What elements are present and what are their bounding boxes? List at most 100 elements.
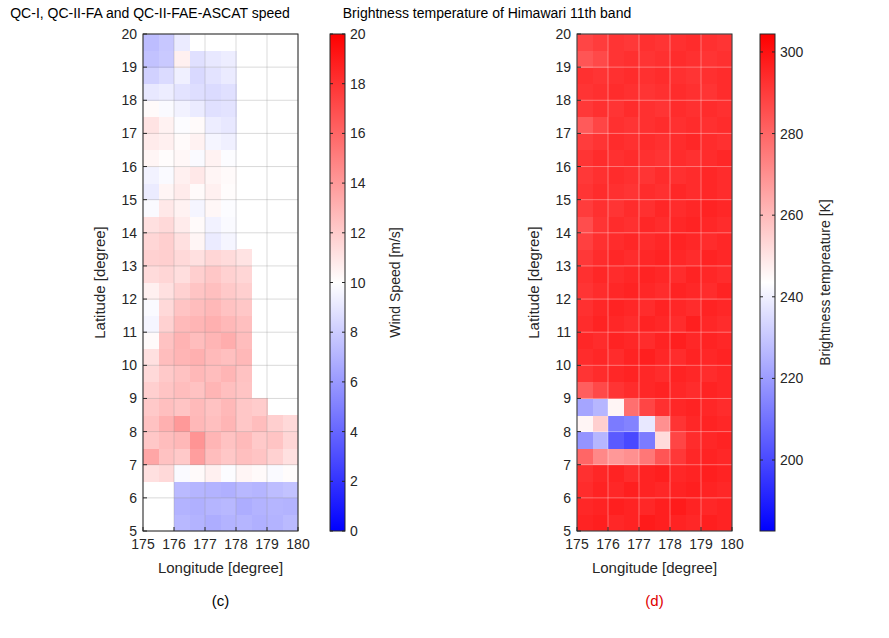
cell (608, 498, 624, 515)
tick (577, 166, 581, 167)
cell (205, 100, 221, 117)
cell (205, 481, 221, 498)
axis-title: Latitude [degree] (525, 226, 542, 339)
grid-line (174, 34, 175, 531)
grid-line (608, 34, 609, 531)
colorbar-tick (342, 133, 345, 134)
tick-label: 18 (555, 92, 571, 108)
cell (593, 249, 609, 266)
cell (701, 100, 717, 117)
cell (608, 283, 624, 300)
cell (205, 448, 221, 465)
cell (608, 266, 624, 283)
cell (701, 216, 717, 233)
cell (267, 514, 283, 531)
tick (143, 531, 147, 532)
cell (717, 514, 733, 531)
cell (236, 365, 252, 382)
cell (686, 133, 702, 150)
cell (174, 365, 190, 382)
cell (190, 316, 206, 333)
cell (159, 84, 175, 101)
cell (701, 415, 717, 432)
cell (221, 316, 237, 333)
cell (174, 133, 190, 150)
colorbar (760, 34, 775, 531)
cell (221, 448, 237, 465)
cell (686, 514, 702, 531)
cell (236, 498, 252, 515)
cell (221, 332, 237, 349)
cell (593, 398, 609, 415)
cell (205, 266, 221, 283)
cell (701, 183, 717, 200)
tick (577, 398, 581, 399)
cell (593, 299, 609, 316)
tick-label: 14 (121, 225, 137, 241)
cell (236, 349, 252, 366)
cell (670, 84, 686, 101)
cell (639, 498, 655, 515)
cell (717, 481, 733, 498)
colorbar-tick (772, 133, 775, 134)
grid-line (143, 464, 298, 465)
cell (717, 200, 733, 217)
colorbar-tick-label: 8 (350, 324, 358, 340)
cell (624, 465, 640, 482)
cell (608, 481, 624, 498)
cell (577, 100, 593, 117)
cell (608, 382, 624, 399)
cell (190, 100, 206, 117)
cell (701, 332, 717, 349)
colorbar-tick (330, 232, 333, 233)
cell (624, 481, 640, 498)
tick-label: 12 (555, 291, 571, 307)
cell (143, 332, 159, 349)
cell (686, 84, 702, 101)
cell (655, 299, 671, 316)
cell (670, 183, 686, 200)
cell (143, 216, 159, 233)
cell (639, 249, 655, 266)
cell (190, 200, 206, 217)
cell (701, 498, 717, 515)
colorbar-tick (330, 481, 333, 482)
panel: 1751761771781791805678910111213141516171… (343, 5, 833, 609)
cell (577, 382, 593, 399)
cell (608, 465, 624, 482)
cell (236, 398, 252, 415)
tick (670, 527, 671, 531)
cell (221, 117, 237, 134)
cell (143, 233, 159, 250)
cell (190, 498, 206, 515)
tick (577, 232, 581, 233)
cell (267, 448, 283, 465)
cell (143, 299, 159, 316)
tick (143, 365, 147, 366)
cell (608, 100, 624, 117)
grid-line (577, 166, 732, 167)
cell (593, 432, 609, 449)
cell (686, 249, 702, 266)
cell (701, 117, 717, 134)
axis-title: Longitude [degree] (592, 559, 717, 576)
tick-label: 180 (286, 536, 310, 552)
cell (655, 465, 671, 482)
cell (639, 398, 655, 415)
colorbar-tick-label: 20 (350, 26, 366, 42)
cell (670, 465, 686, 482)
grid-line (143, 497, 298, 498)
cell (577, 481, 593, 498)
title: Brightness temperature of Himawari 11th … (343, 5, 631, 21)
cell (639, 316, 655, 333)
colorbar-tick-label: 18 (350, 76, 366, 92)
cell (205, 316, 221, 333)
cell (174, 150, 190, 167)
cell (577, 349, 593, 366)
cell (221, 382, 237, 399)
cell (205, 415, 221, 432)
cell (159, 432, 175, 449)
cell (624, 67, 640, 84)
grid-line (143, 299, 298, 300)
cell (670, 167, 686, 184)
